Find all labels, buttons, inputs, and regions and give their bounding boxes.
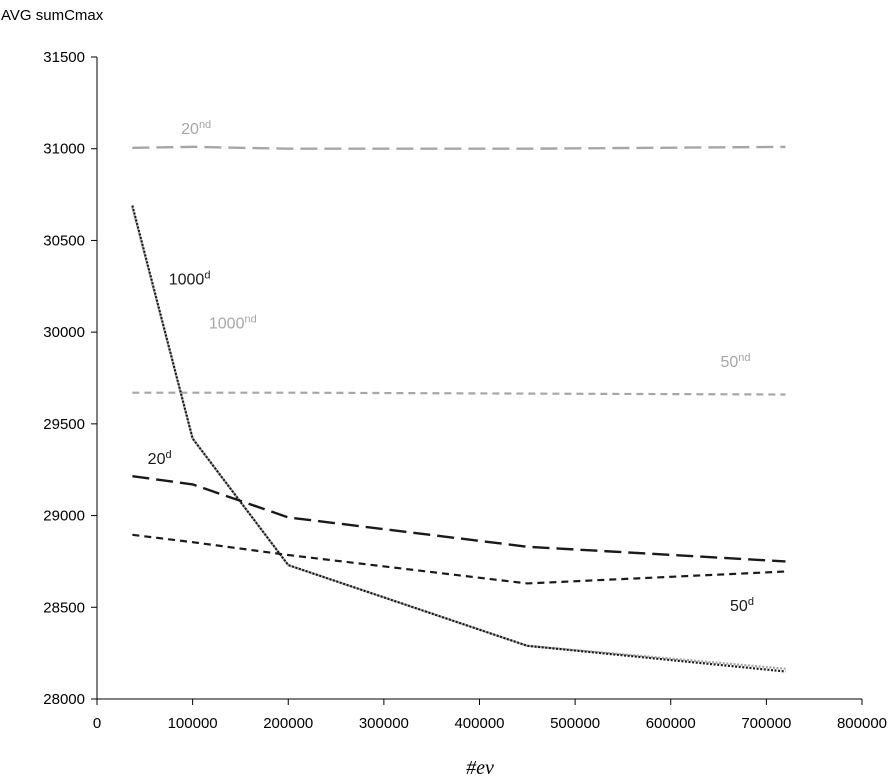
series-label-50d: 50d [730,596,754,615]
y-tick-label: 31000 [43,141,85,158]
y-tick-label: 30000 [43,324,85,341]
series-label-base: 50 [730,598,748,615]
series-label-base: 1000 [209,315,245,332]
series-label-1000d: 1000d [169,269,211,288]
series-label-20d: 20d [148,449,172,468]
y-axis-ticks: 28000 28500 29000 29500 30000 30500 31000 31500 [43,49,97,708]
series-lines [131,145,786,673]
series-line-50d [132,533,786,585]
plot-area: 28000 28500 29000 29500 30000 30500 31000 31500… [43,49,887,732]
series-label-superscript: nd [244,313,256,325]
series-label-superscript: nd [199,119,211,131]
series-line-1000nd [131,207,786,670]
series-label-20nd: 20nd [181,119,211,138]
x-tick-label: 300000 [359,715,409,732]
x-tick-label: 0 [93,715,101,732]
y-tick-label: 31500 [43,49,85,66]
series-label-superscript: d [748,596,754,608]
x-tick-label: 500000 [550,715,600,732]
y-axis-title: AVG sumCmax [1,7,104,24]
x-tick-label: 100000 [168,715,218,732]
y-tick-label: 28000 [43,691,85,708]
y-tick-label: 30500 [43,232,85,249]
series-line-50nd [132,391,786,396]
series-label-base: 1000 [169,271,205,288]
series-label-base: 20 [181,121,199,138]
y-tick-label: 29500 [43,416,85,433]
x-tick-label: 800000 [837,715,887,732]
series-label-base: 50 [720,354,738,371]
x-tick-label: 600000 [646,715,696,732]
series-label-base: 20 [148,451,166,468]
series-label-50nd: 50nd [720,352,750,371]
x-axis-ticks: 0 100000 200000 300000 400000 500000 600000 700… [93,699,887,732]
series-line-20nd [132,145,786,150]
series-label-superscript: d [204,269,210,281]
y-tick-label: 28500 [43,599,85,616]
series-line-1000d [131,205,786,673]
series-label-1000nd: 1000nd [209,313,257,332]
x-axis-title: #ev [466,757,494,779]
x-tick-label: 200000 [263,715,313,732]
series-line-20d [132,474,786,563]
x-tick-label: 400000 [454,715,504,732]
series-label-superscript: nd [738,352,750,364]
series-label-superscript: d [165,449,171,461]
y-tick-label: 29000 [43,508,85,525]
x-tick-label: 700000 [741,715,791,732]
